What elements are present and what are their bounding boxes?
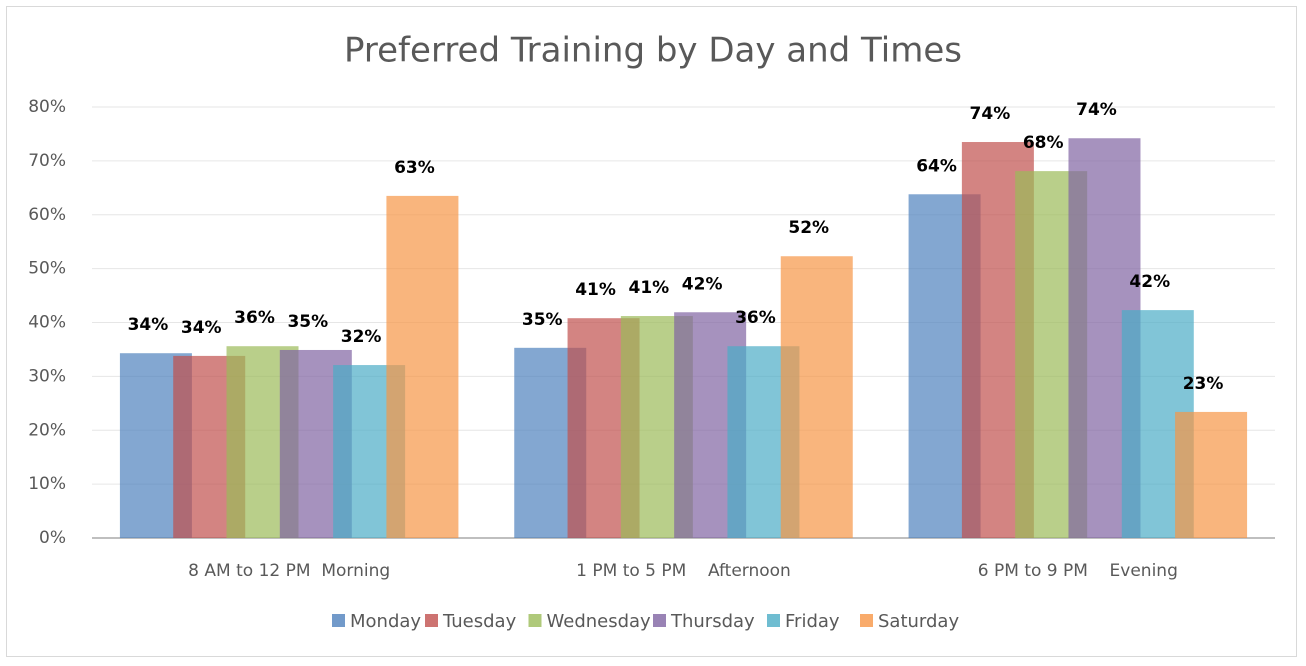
value-label: 23% [1183,374,1224,394]
y-tick-label: 20% [28,420,66,440]
value-label: 41% [575,280,616,300]
y-tick-label: 40% [28,313,66,333]
value-label: 63% [394,158,435,178]
bar [780,256,853,538]
legend-swatch [425,614,438,627]
value-label: 35% [287,312,328,332]
bar [1175,411,1248,538]
y-tick-label: 10% [28,474,66,494]
legend-label: Saturday [878,611,959,632]
x-tick-label: 6 PM to 9 PM Evening [978,561,1178,581]
y-tick-label: 80% [28,97,66,117]
legend-swatch [332,614,345,627]
legend-label: Friday [785,611,840,632]
chart-title: Preferred Training by Day and Times [344,31,962,71]
y-tick-label: 50% [28,259,66,279]
legend-label: Thursday [670,611,755,632]
legend-swatch [653,614,666,627]
value-label: 42% [1129,272,1170,292]
y-tick-label: 60% [28,205,66,225]
legend-swatch [528,614,542,627]
x-tick-label: 1 PM to 5 PM Afternoon [576,561,791,581]
value-label: 42% [682,274,723,294]
y-tick-label: 70% [28,151,66,171]
value-label: 32% [341,327,382,347]
bar [386,195,459,539]
value-label: 74% [970,104,1011,124]
value-label: 52% [788,218,829,238]
legend-label: Monday [350,611,421,632]
value-label: 36% [735,308,776,328]
legend-swatch [860,614,873,627]
value-label: 68% [1023,133,1064,153]
value-label: 74% [1076,100,1117,120]
y-tick-label: 0% [39,528,66,548]
value-label: 35% [522,310,563,330]
y-tick-label: 30% [28,366,66,386]
x-tick-label: 8 AM to 12 PM Morning [188,561,390,581]
value-label: 34% [128,315,169,335]
legend-swatch [767,614,780,627]
value-label: 36% [234,308,275,328]
value-label: 64% [916,156,957,176]
legend-label: Wednesday [547,611,652,632]
value-label: 41% [628,278,669,298]
legend-label: Tuesday [442,611,517,632]
value-label: 34% [181,318,222,338]
